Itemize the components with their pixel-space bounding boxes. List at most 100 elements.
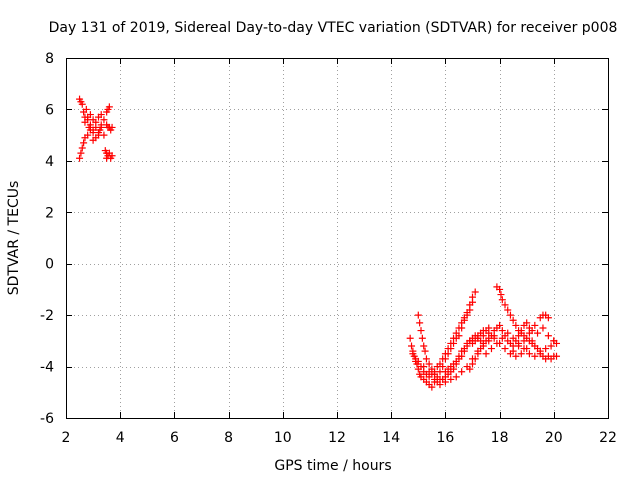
data-point bbox=[428, 383, 436, 391]
data-point bbox=[544, 314, 552, 322]
y-axis-label: SDTVAR / TECUs bbox=[6, 181, 22, 296]
data-point bbox=[493, 339, 501, 347]
data-point bbox=[414, 311, 422, 319]
data-point bbox=[504, 329, 512, 337]
data-point bbox=[441, 378, 449, 386]
data-point bbox=[418, 334, 426, 342]
x-tick-label: 22 bbox=[599, 430, 617, 446]
data-point bbox=[455, 352, 463, 360]
data-point bbox=[108, 123, 116, 131]
data-point bbox=[460, 314, 468, 322]
data-point bbox=[425, 360, 433, 368]
y-tick-label: -6 bbox=[40, 411, 54, 427]
data-point bbox=[439, 355, 447, 363]
y-tick-label: -4 bbox=[40, 360, 54, 376]
data-point bbox=[420, 342, 428, 350]
data-point bbox=[547, 342, 555, 350]
data-point bbox=[108, 152, 116, 160]
data-point bbox=[501, 345, 509, 353]
x-tick-label: 12 bbox=[328, 430, 346, 446]
data-point bbox=[474, 334, 482, 342]
x-tick-label: 18 bbox=[491, 430, 509, 446]
data-point bbox=[89, 129, 97, 137]
data-point bbox=[92, 118, 100, 126]
data-point bbox=[450, 334, 458, 342]
data-point bbox=[550, 337, 558, 345]
data-point bbox=[479, 342, 487, 350]
data-point bbox=[523, 319, 531, 327]
data-point bbox=[95, 131, 103, 139]
data-point bbox=[100, 116, 108, 124]
y-tick-label: -2 bbox=[40, 308, 54, 324]
data-point bbox=[544, 332, 552, 340]
data-point bbox=[81, 118, 89, 126]
data-point bbox=[103, 154, 111, 162]
data-point bbox=[498, 334, 506, 342]
y-tick-label: 8 bbox=[45, 51, 54, 67]
data-point bbox=[447, 375, 455, 383]
data-point bbox=[469, 337, 476, 345]
data-point bbox=[498, 327, 506, 335]
x-tick-label: 4 bbox=[116, 430, 125, 446]
data-point bbox=[425, 368, 433, 376]
x-tick-label: 6 bbox=[170, 430, 179, 446]
data-point bbox=[542, 345, 550, 353]
data-point bbox=[469, 293, 476, 301]
data-point bbox=[463, 363, 471, 371]
data-point bbox=[409, 350, 417, 358]
data-point bbox=[84, 131, 92, 139]
data-point bbox=[509, 316, 517, 324]
data-point bbox=[485, 329, 493, 337]
data-point bbox=[487, 345, 495, 353]
data-point bbox=[460, 345, 468, 353]
data-point bbox=[455, 324, 463, 332]
data-point bbox=[517, 350, 525, 358]
data-point bbox=[452, 357, 460, 365]
data-point bbox=[469, 355, 476, 363]
data-point bbox=[531, 352, 539, 360]
data-point bbox=[421, 347, 429, 355]
data-point bbox=[463, 309, 471, 317]
data-point bbox=[80, 139, 88, 147]
data-point bbox=[452, 329, 460, 337]
data-point bbox=[97, 111, 105, 119]
data-point bbox=[82, 105, 90, 113]
data-point bbox=[436, 360, 444, 368]
data-point bbox=[466, 301, 474, 309]
x-tick-label: 10 bbox=[274, 430, 292, 446]
y-tick-labels: -6 -4 -2 0 2 4 6 8 bbox=[40, 51, 54, 427]
data-point bbox=[506, 311, 514, 319]
data-point bbox=[512, 352, 520, 360]
data-point bbox=[422, 355, 430, 363]
data-point bbox=[525, 350, 533, 358]
y-tick-label: 6 bbox=[45, 102, 54, 118]
data-point bbox=[520, 345, 528, 353]
data-point bbox=[436, 381, 444, 389]
x-tick-label: 14 bbox=[382, 430, 400, 446]
data-point bbox=[497, 291, 505, 299]
data-point bbox=[539, 324, 547, 332]
x-tick-label: 20 bbox=[545, 430, 563, 446]
data-point bbox=[496, 321, 504, 329]
data-point bbox=[416, 319, 424, 327]
data-point bbox=[536, 350, 544, 358]
y-tick-label: 4 bbox=[45, 154, 54, 170]
data-point bbox=[496, 285, 504, 293]
data-point bbox=[479, 332, 487, 340]
data-point bbox=[504, 306, 512, 314]
data-point bbox=[515, 339, 523, 347]
data-point bbox=[414, 357, 422, 365]
x-tick-label: 2 bbox=[62, 430, 71, 446]
data-point bbox=[525, 329, 533, 337]
x-tick-labels: 2 4 6 8 10 12 14 16 18 20 22 bbox=[62, 430, 617, 446]
data-point bbox=[431, 375, 439, 383]
data-point bbox=[498, 296, 506, 304]
data-point bbox=[77, 149, 85, 157]
x-axis-label: GPS time / hours bbox=[274, 458, 391, 474]
data-point bbox=[78, 100, 86, 108]
data-point bbox=[512, 321, 520, 329]
data-points bbox=[76, 95, 561, 391]
data-point bbox=[482, 350, 490, 358]
data-point bbox=[553, 352, 561, 360]
